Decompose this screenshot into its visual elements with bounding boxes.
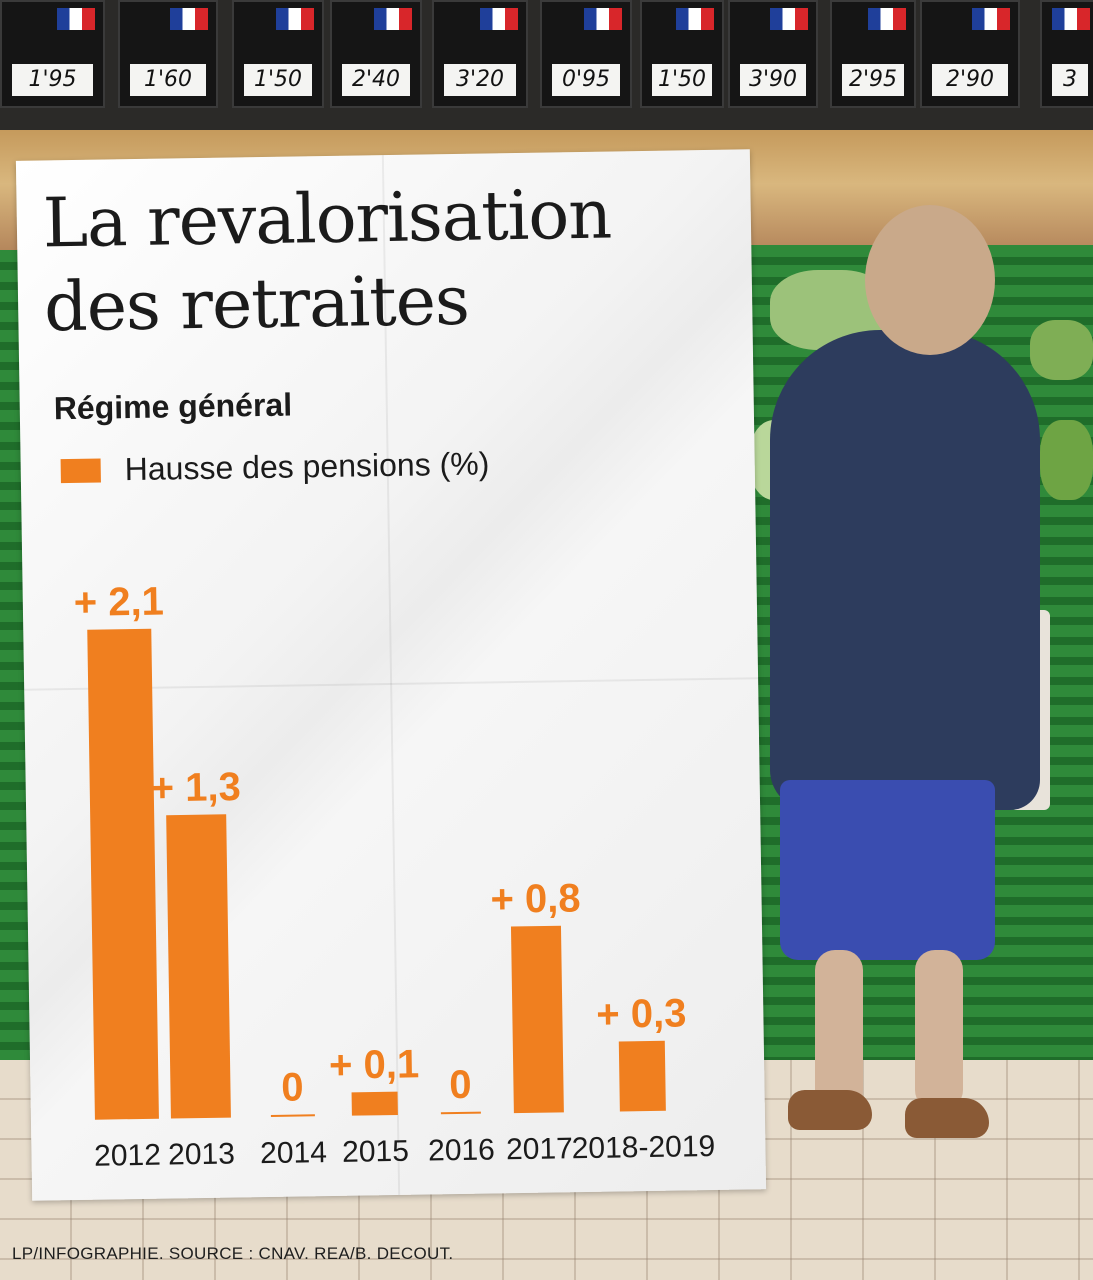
price-tag-value: 1'60 (130, 64, 206, 96)
price-tag: 2'90 (920, 0, 1020, 108)
bar-2014 (270, 1114, 315, 1117)
year-label-2013: 2013 (168, 1138, 235, 1172)
value-label-2013: + 1,3 (150, 765, 241, 810)
price-tag-value: 3'20 (444, 64, 516, 96)
price-tag: 0'95 (540, 0, 632, 108)
vegetable-pile (1030, 320, 1093, 380)
year-label-2014: 2014 (260, 1136, 327, 1170)
price-tag: 3'90 (728, 0, 818, 108)
french-flag-icon (584, 8, 622, 30)
price-tag: 2'95 (830, 0, 916, 108)
value-label-2015: + 0,1 (329, 1042, 420, 1087)
french-flag-icon (374, 8, 412, 30)
french-flag-icon (57, 8, 95, 30)
value-label-2016: 0 (449, 1063, 472, 1107)
price-tag: 1'50 (232, 0, 324, 108)
woman-leg (915, 950, 963, 1110)
year-label-2012: 2012 (94, 1139, 161, 1173)
price-tag-value: 3'90 (740, 64, 806, 96)
bar-2012 (87, 628, 159, 1120)
french-flag-icon (480, 8, 518, 30)
price-tag-value: 2'90 (932, 64, 1008, 96)
price-tag-value: 1'50 (652, 64, 712, 96)
year-label-2016: 2016 (428, 1133, 495, 1167)
price-tag-value: 1'95 (12, 64, 93, 96)
year-label-2017: 2017 (506, 1132, 573, 1166)
bar-2016 (440, 1111, 481, 1115)
french-flag-icon (676, 8, 714, 30)
price-tag-value: 1'50 (244, 64, 312, 96)
price-tag: 1'60 (118, 0, 218, 108)
bar-2017 (510, 925, 564, 1114)
woman-shoe (788, 1090, 872, 1130)
value-label-2012: + 2,1 (73, 580, 164, 625)
bar-2013 (166, 814, 231, 1119)
french-flag-icon (1052, 8, 1090, 30)
price-tag: 1'50 (640, 0, 724, 108)
price-tag-value: 2'95 (842, 64, 904, 96)
woman-leg (815, 950, 863, 1110)
credit-line: LP/INFOGRAPHIE. SOURCE : CNAV. REA/B. DE… (12, 1244, 454, 1263)
price-tag: 1'95 (0, 0, 105, 108)
price-tag-value: 2'40 (342, 64, 410, 96)
woman-head (865, 205, 995, 355)
infographic-card: La revalorisation des retraites Régime g… (15, 149, 767, 1201)
woman-skirt (780, 780, 995, 960)
year-label-2015: 2015 (342, 1135, 409, 1169)
bar-2018-2019 (618, 1040, 666, 1112)
french-flag-icon (972, 8, 1010, 30)
french-flag-icon (276, 8, 314, 30)
bar-2015 (351, 1091, 398, 1116)
value-label-2014: 0 (281, 1065, 304, 1109)
woman-coat (770, 330, 1040, 810)
vegetable-pile (1040, 420, 1093, 500)
french-flag-icon (170, 8, 208, 30)
woman-shoe (905, 1098, 989, 1138)
value-label-2017: + 0,8 (490, 876, 581, 921)
french-flag-icon (868, 8, 906, 30)
price-tag: 3'20 (432, 0, 528, 108)
bar-chart: + 2,1 2012 + 1,3 2013 0 2014 + 0,1 2015 0 2016 + 0… (73, 580, 715, 1173)
price-tag-value: 3 (1052, 64, 1088, 96)
price-tag: 3 (1040, 0, 1093, 108)
price-tag-value: 0'95 (552, 64, 620, 96)
french-flag-icon (770, 8, 808, 30)
year-label-2018-2019: 2018-2019 (571, 1130, 715, 1165)
price-tag: 2'40 (330, 0, 422, 108)
value-label-2018-2019: + 0,3 (596, 991, 687, 1036)
